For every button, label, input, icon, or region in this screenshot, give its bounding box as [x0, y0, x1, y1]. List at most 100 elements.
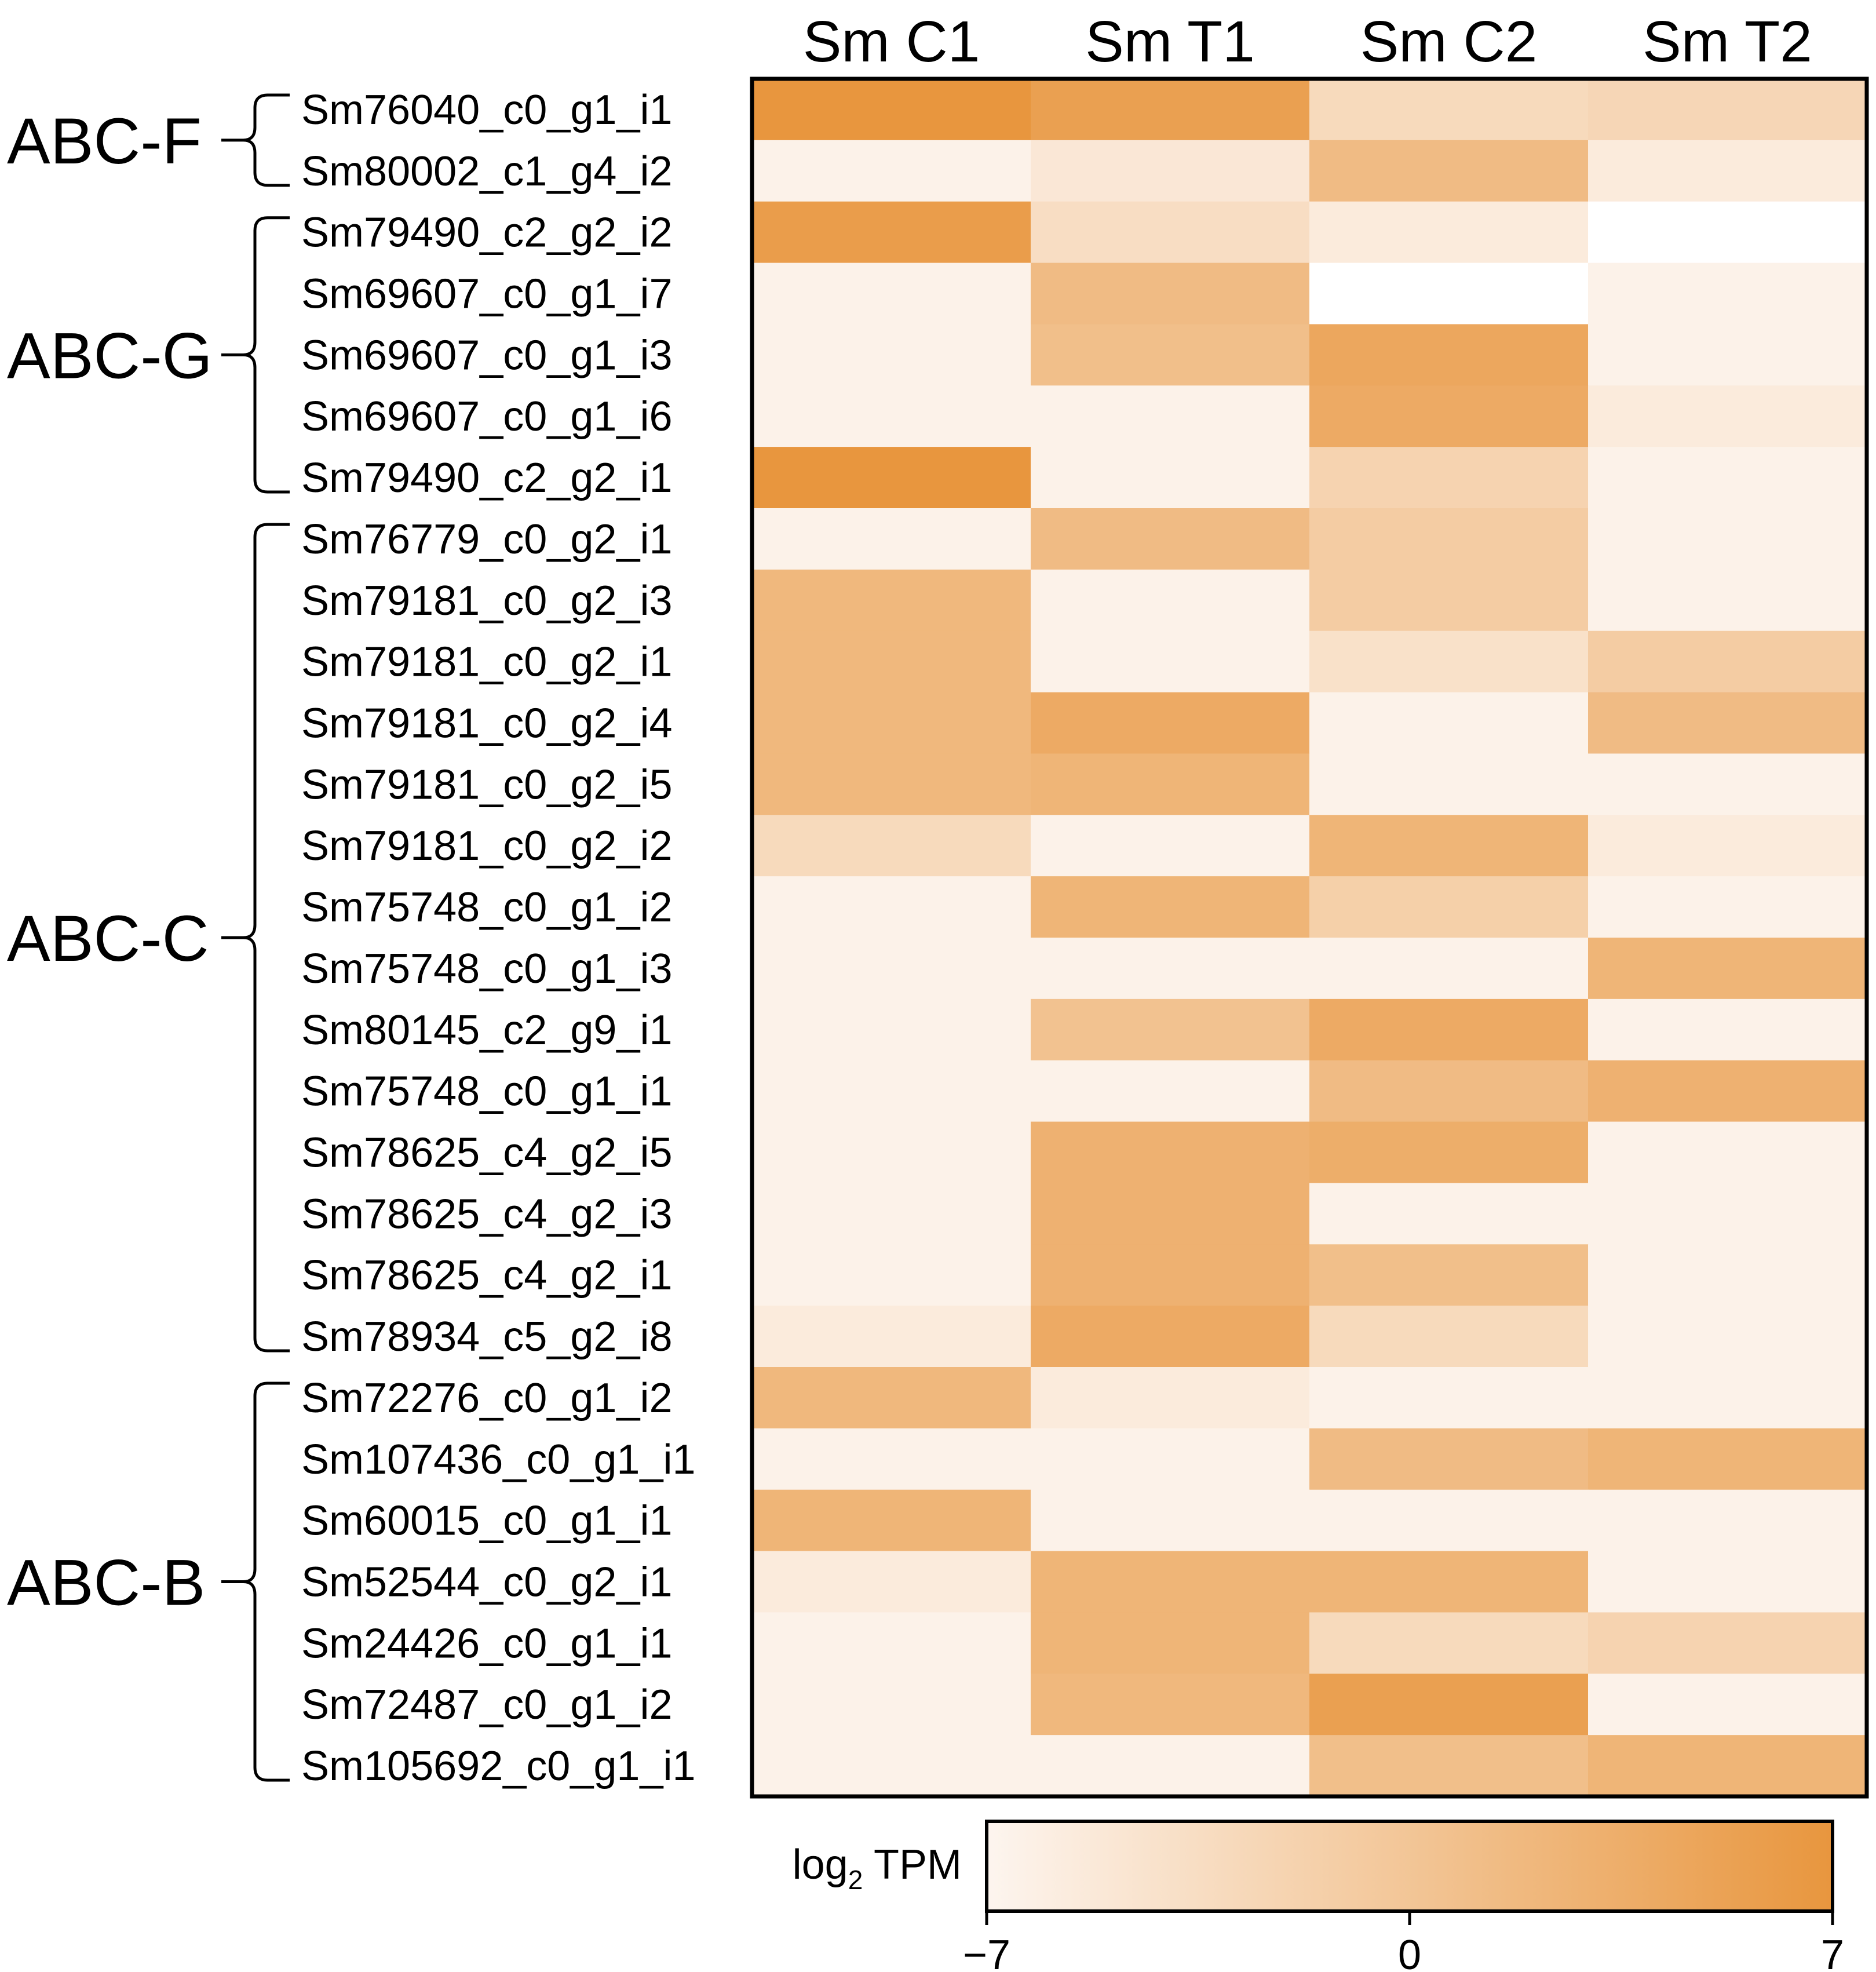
heatmap-cell-sm78625-c4-g2-i5-sm-t1 — [1031, 1122, 1310, 1183]
heatmap-cell-sm80145-c2-g9-i1-sm-c1 — [752, 999, 1031, 1060]
heatmap-cell-sm79181-c0-g2-i2-sm-t1 — [1031, 815, 1310, 876]
heatmap-cell-sm78625-c4-g2-i1-sm-c1 — [752, 1244, 1031, 1306]
heatmap-cell-sm75748-c0-g1-i2-sm-c1 — [752, 876, 1031, 938]
colorbar-ticks: −7 0 7 — [963, 1911, 1844, 1972]
heatmap-cell-sm79490-c2-g2-i1-sm-c1 — [752, 447, 1031, 508]
column-label-sm-t2: Sm T2 — [1643, 9, 1812, 74]
row-label-sm107436-c0-g1-i1: Sm107436_c0_g1_i1 — [301, 1437, 696, 1483]
heatmap-cell-sm60015-c0-g1-i1-sm-t1 — [1031, 1490, 1310, 1551]
heatmap-cell-sm79181-c0-g2-i2-sm-t2 — [1588, 815, 1867, 876]
heatmap-cell-sm75748-c0-g1-i3-sm-c1 — [752, 938, 1031, 999]
heatmap-cell-sm72487-c0-g1-i2-sm-t1 — [1031, 1674, 1310, 1735]
heatmap-cell-sm79181-c0-g2-i1-sm-c1 — [752, 631, 1031, 692]
row-label-sm69607-c0-g1-i6: Sm69607_c0_g1_i6 — [301, 393, 673, 440]
row-labels: Sm76040_c0_g1_i1 Sm80002_c1_g4_i2 Sm79490_… — [301, 87, 696, 1789]
heatmap-cell-sm79181-c0-g2-i5-sm-c2 — [1309, 753, 1589, 815]
heatmap-cell-sm78625-c4-g2-i3-sm-c1 — [752, 1183, 1031, 1244]
heatmap-cell-sm79181-c0-g2-i5-sm-c1 — [752, 753, 1031, 815]
row-label-sm105692-c0-g1-i1: Sm105692_c0_g1_i1 — [301, 1743, 696, 1789]
heatmap-cell-sm79181-c0-g2-i3-sm-t1 — [1031, 570, 1310, 631]
heatmap-cell-sm80145-c2-g9-i1-sm-t2 — [1588, 999, 1867, 1060]
heatmap-cell-sm79490-c2-g2-i2-sm-t1 — [1031, 202, 1310, 263]
heatmap-cell-sm79181-c0-g2-i3-sm-t2 — [1588, 570, 1867, 631]
heatmap-cell-sm75748-c0-g1-i3-sm-c2 — [1309, 938, 1589, 999]
row-label-sm75748-c0-g1-i2: Sm75748_c0_g1_i2 — [301, 884, 673, 931]
heatmap-cell-sm79181-c0-g2-i3-sm-c2 — [1309, 570, 1589, 631]
heatmap-cell-sm75748-c0-g1-i2-sm-c2 — [1309, 876, 1589, 938]
row-label-sm80002-c1-g4-i2: Sm80002_c1_g4_i2 — [301, 148, 673, 195]
heatmap-cell-sm69607-c0-g1-i7-sm-c1 — [752, 263, 1031, 325]
heatmap-cell-sm52544-c0-g2-i1-sm-c1 — [752, 1551, 1031, 1613]
heatmap-cell-sm79181-c0-g2-i4-sm-t1 — [1031, 692, 1310, 754]
heatmap-cell-sm78625-c4-g2-i1-sm-t1 — [1031, 1244, 1310, 1306]
group-label-abc-g: ABC-G — [7, 319, 213, 392]
heatmap-cell-sm72276-c0-g1-i2-sm-c2 — [1309, 1367, 1589, 1428]
heatmap-cells — [752, 79, 1867, 1797]
heatmap-cell-sm78625-c4-g2-i1-sm-t2 — [1588, 1244, 1867, 1306]
heatmap-cell-sm72276-c0-g1-i2-sm-c1 — [752, 1367, 1031, 1428]
row-label-sm69607-c0-g1-i7: Sm69607_c0_g1_i7 — [301, 271, 673, 318]
heatmap-cell-sm79181-c0-g2-i3-sm-c1 — [752, 570, 1031, 631]
heatmap-cell-sm78934-c5-g2-i8-sm-t1 — [1031, 1306, 1310, 1367]
row-label-sm52544-c0-g2-i1: Sm52544_c0_g2_i1 — [301, 1559, 673, 1606]
heatmap-cell-sm76779-c0-g2-i1-sm-t2 — [1588, 508, 1867, 570]
heatmap-cell-sm107436-c0-g1-i1-sm-c2 — [1309, 1428, 1589, 1490]
heatmap-cell-sm69607-c0-g1-i3-sm-c2 — [1309, 324, 1589, 385]
heatmap-cell-sm75748-c0-g1-i2-sm-t1 — [1031, 876, 1310, 938]
heatmap-cell-sm52544-c0-g2-i1-sm-c2 — [1309, 1551, 1589, 1613]
heatmap-cell-sm72487-c0-g1-i2-sm-c1 — [752, 1674, 1031, 1735]
colorbar-tick-label: −7 — [963, 1932, 1010, 1972]
heatmap-cell-sm76040-c0-g1-i1-sm-t2 — [1588, 79, 1867, 140]
heatmap-cell-sm69607-c0-g1-i6-sm-t2 — [1588, 385, 1867, 447]
colorbar-label: log2 TPM — [793, 1842, 962, 1895]
row-label-sm79490-c2-g2-i2: Sm79490_c2_g2_i2 — [301, 210, 673, 256]
heatmap-cell-sm24426-c0-g1-i1-sm-c2 — [1309, 1612, 1589, 1674]
heatmap-cell-sm105692-c0-g1-i1-sm-t2 — [1588, 1735, 1867, 1796]
heatmap-cell-sm75748-c0-g1-i1-sm-c1 — [752, 1060, 1031, 1122]
row-label-sm60015-c0-g1-i1: Sm60015_c0_g1_i1 — [301, 1498, 673, 1544]
row-label-sm76040-c0-g1-i1: Sm76040_c0_g1_i1 — [301, 87, 673, 133]
heatmap-cell-sm24426-c0-g1-i1-sm-c1 — [752, 1612, 1031, 1674]
heatmap-cell-sm78625-c4-g2-i5-sm-t2 — [1588, 1122, 1867, 1183]
group-bracket-abc-c — [221, 524, 290, 1351]
heatmap-cell-sm79181-c0-g2-i5-sm-t2 — [1588, 753, 1867, 815]
heatmap-cell-sm60015-c0-g1-i1-sm-t2 — [1588, 1490, 1867, 1551]
colorbar-label-unit: TPM — [863, 1842, 962, 1888]
heatmap-cell-sm79181-c0-g2-i1-sm-t2 — [1588, 631, 1867, 692]
heatmap-cell-sm78934-c5-g2-i8-sm-c2 — [1309, 1306, 1589, 1367]
heatmap-cell-sm79181-c0-g2-i1-sm-t1 — [1031, 631, 1310, 692]
colorbar-label-subscript: 2 — [848, 1865, 863, 1895]
row-label-sm79181-c0-g2-i1: Sm79181_c0_g2_i1 — [301, 639, 673, 686]
heatmap-cell-sm69607-c0-g1-i3-sm-t1 — [1031, 324, 1310, 385]
heatmap-cell-sm72487-c0-g1-i2-sm-c2 — [1309, 1674, 1589, 1735]
column-label-sm-c1: Sm C1 — [803, 9, 980, 74]
heatmap-cell-sm105692-c0-g1-i1-sm-t1 — [1031, 1735, 1310, 1796]
heatmap-cell-sm107436-c0-g1-i1-sm-c1 — [752, 1428, 1031, 1490]
heatmap-cell-sm76040-c0-g1-i1-sm-t1 — [1031, 79, 1310, 140]
heatmap-cell-sm80145-c2-g9-i1-sm-t1 — [1031, 999, 1310, 1060]
group-label-abc-b: ABC-B — [7, 1547, 205, 1619]
heatmap-cell-sm75748-c0-g1-i1-sm-c2 — [1309, 1060, 1589, 1122]
heatmap-figure: Sm C1 Sm T1 Sm C2 Sm T2 Sm76040_c0_g1_i1 Sm8… — [0, 0, 1876, 1972]
colorbar-tick-label: 0 — [1398, 1932, 1421, 1972]
heatmap-cell-sm79490-c2-g2-i2-sm-c2 — [1309, 202, 1589, 263]
column-labels: Sm C1 Sm T1 Sm C2 Sm T2 — [803, 9, 1812, 74]
row-label-sm79181-c0-g2-i2: Sm79181_c0_g2_i2 — [301, 823, 673, 869]
heatmap-cell-sm78934-c5-g2-i8-sm-t2 — [1588, 1306, 1867, 1367]
heatmap-cell-sm78625-c4-g2-i5-sm-c1 — [752, 1122, 1031, 1183]
heatmap-cell-sm69607-c0-g1-i7-sm-t1 — [1031, 263, 1310, 325]
heatmap-cell-sm69607-c0-g1-i6-sm-t1 — [1031, 385, 1310, 447]
heatmap-cell-sm76779-c0-g2-i1-sm-c1 — [752, 508, 1031, 570]
heatmap-cell-sm80002-c1-g4-i2-sm-c1 — [752, 140, 1031, 202]
heatmap-cell-sm79181-c0-g2-i4-sm-c2 — [1309, 692, 1589, 754]
heatmap-cell-sm78934-c5-g2-i8-sm-c1 — [752, 1306, 1031, 1367]
heatmap-cell-sm60015-c0-g1-i1-sm-c2 — [1309, 1490, 1589, 1551]
heatmap-cell-sm79181-c0-g2-i4-sm-t2 — [1588, 692, 1867, 754]
heatmap-cell-sm80002-c1-g4-i2-sm-c2 — [1309, 140, 1589, 202]
heatmap-cell-sm76040-c0-g1-i1-sm-c2 — [1309, 79, 1589, 140]
row-label-sm72276-c0-g1-i2: Sm72276_c0_g1_i2 — [301, 1375, 673, 1421]
heatmap-cell-sm107436-c0-g1-i1-sm-t2 — [1588, 1428, 1867, 1490]
heatmap-cell-sm69607-c0-g1-i3-sm-c1 — [752, 324, 1031, 385]
group-label-abc-c: ABC-C — [7, 902, 209, 975]
row-label-sm72487-c0-g1-i2: Sm72487_c0_g1_i2 — [301, 1682, 673, 1728]
